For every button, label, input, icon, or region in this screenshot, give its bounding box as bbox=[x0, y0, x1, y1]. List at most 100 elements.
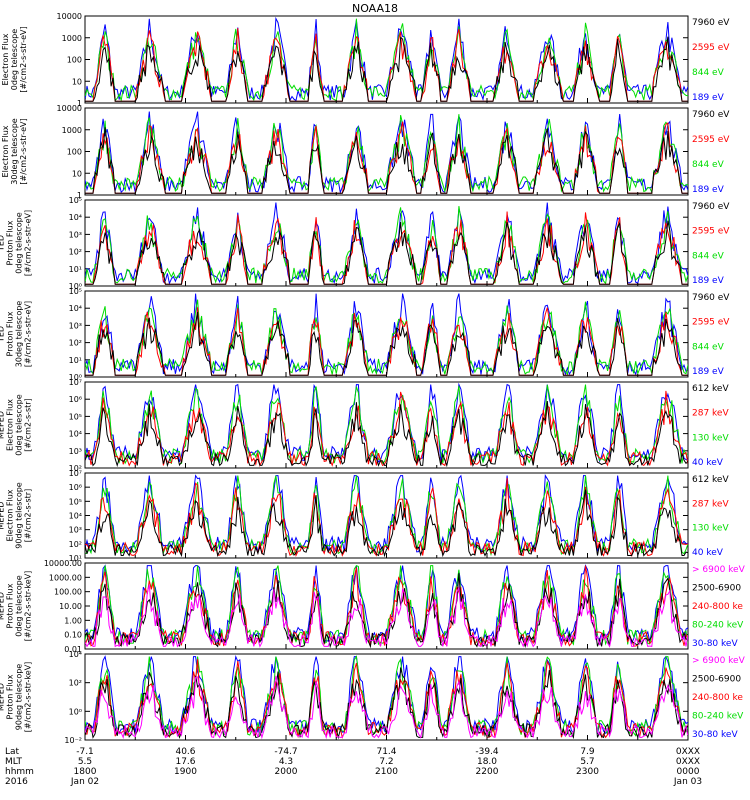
legend-entry: 189 eV bbox=[692, 367, 725, 377]
y-tick-label: 10⁷ bbox=[69, 378, 82, 387]
y-tick-label: 10⁰ bbox=[69, 282, 82, 291]
y-tick-label: 0.10 bbox=[64, 631, 82, 640]
traces bbox=[85, 654, 688, 740]
legend-entry: 844 eV bbox=[692, 160, 725, 170]
legend-entry: 130 keV bbox=[692, 433, 729, 443]
y-axis-label: Electron Flux30deg telescope[#/cm2-s-str… bbox=[1, 118, 28, 185]
footer-value: 2300 bbox=[576, 767, 599, 777]
legend-entry: 40 keV bbox=[692, 548, 724, 558]
y-axis-label: MEPEDProton Flux90deg telescope[#/cm2-s-… bbox=[0, 662, 33, 733]
footer-value: 18.0 bbox=[477, 757, 497, 767]
footer-value: Jan 02 bbox=[70, 777, 99, 787]
y-tick-label: 10⁵ bbox=[69, 412, 82, 421]
legend-entry: 2595 eV bbox=[692, 43, 730, 53]
y-tick-label: 10¹ bbox=[69, 554, 82, 563]
legend-entry: 7960 eV bbox=[692, 293, 730, 303]
y-tick-label: 10⁴ bbox=[69, 304, 82, 313]
y-tick-label: 10⁴ bbox=[69, 213, 82, 222]
y-axis-label: MEPEDProton Flux0deg telescope[#/cm2-s-s… bbox=[0, 571, 33, 642]
y-tick-label: 10² bbox=[69, 339, 82, 348]
footer-value: 40.6 bbox=[175, 747, 195, 757]
legend-entry: 2500-6900 bbox=[692, 675, 741, 685]
series-trace bbox=[85, 111, 688, 195]
y-tick-label: 10⁴ bbox=[69, 512, 82, 521]
y-tick-label: 10⁶ bbox=[69, 395, 82, 404]
y-tick-label: 10² bbox=[69, 540, 82, 549]
y-tick-label: 10³ bbox=[69, 230, 82, 239]
footer-value: 17.6 bbox=[175, 757, 195, 767]
footer-value: 5.7 bbox=[580, 757, 594, 767]
panel-5: 10² 10³ 10⁴ 10⁵ 10⁶ 10⁷ MEPEDElectron Flux0deg… bbox=[0, 378, 729, 473]
footer-value: 2000 bbox=[275, 767, 298, 777]
legend-entry: 189 eV bbox=[692, 276, 725, 286]
legend-entry: 2595 eV bbox=[692, 318, 730, 328]
series-trace bbox=[85, 489, 688, 558]
footer-value: 1900 bbox=[174, 767, 197, 777]
legend-entry: 80-240 keV bbox=[692, 621, 744, 631]
y-tick-label: 10² bbox=[69, 464, 82, 473]
legend-entry: > 6900 keV bbox=[692, 565, 746, 575]
traces bbox=[85, 564, 688, 649]
footer-value: 2200 bbox=[476, 767, 499, 777]
y-tick-label: 10 bbox=[72, 169, 82, 178]
y-axis-label: TEDProton Flux30deg telescope[#/cm2-s-st… bbox=[0, 301, 33, 368]
y-tick-label: 1 bbox=[77, 191, 82, 200]
legend-entry: 2500-6900 bbox=[692, 584, 741, 594]
legend-entry: 30-80 keV bbox=[692, 730, 738, 740]
y-tick-label: 10⁰ bbox=[69, 373, 82, 382]
y-axis-label: MEPEDElectron Flux0deg telescope[#/cm2-s… bbox=[0, 394, 33, 455]
y-tick-label: 10.00 bbox=[59, 602, 82, 611]
traces bbox=[85, 474, 688, 558]
y-tick-label: 10000 bbox=[57, 104, 82, 113]
panel-4: 10⁰ 10¹ 10² 10³ 10⁴ 10⁵ TEDProton Flux30deg te… bbox=[0, 287, 730, 382]
y-tick-label: 10 bbox=[72, 77, 82, 86]
series-trace bbox=[85, 654, 688, 735]
y-axis-label: TEDProton Flux0deg telescope[#/cm2-s-str… bbox=[0, 210, 33, 276]
series-trace bbox=[85, 477, 688, 558]
footer-value: 4.3 bbox=[279, 757, 293, 767]
legend-entry: 287 keV bbox=[692, 499, 729, 509]
footer-value: 5.5 bbox=[78, 757, 92, 767]
series-trace bbox=[85, 206, 688, 285]
y-tick-label: 100 bbox=[67, 56, 82, 65]
panels: 1 10 100 1000 10000 Electron Flux0deg telesco… bbox=[0, 12, 746, 745]
series-trace bbox=[85, 220, 688, 285]
legend-entry: 844 eV bbox=[692, 251, 725, 261]
legend-entry: 2595 eV bbox=[692, 135, 730, 145]
series-trace bbox=[85, 390, 688, 467]
legend-entry: 612 keV bbox=[692, 384, 729, 394]
series-trace bbox=[85, 36, 688, 102]
series-trace bbox=[85, 18, 688, 103]
footer-row-label: MLT bbox=[5, 757, 23, 767]
footer-value: 71.4 bbox=[376, 747, 396, 757]
panel-6: 10¹ 10² 10³ 10⁴ 10⁵ 10⁶ 10⁷ MEPEDElectron Flux9… bbox=[0, 469, 729, 563]
footer-value: 1800 bbox=[74, 767, 97, 777]
footer-row-label: Lat bbox=[5, 747, 20, 757]
legend-entry: 189 eV bbox=[692, 185, 725, 195]
traces bbox=[85, 111, 688, 195]
y-tick-label: 10² bbox=[69, 248, 82, 257]
panel-8: 10⁻² 10⁰ 10² 10⁴ MEPEDProton Flux90deg teles… bbox=[0, 650, 746, 745]
footer-value: -7.1 bbox=[76, 747, 94, 757]
y-tick-label: 10⁵ bbox=[69, 196, 82, 205]
series-trace bbox=[85, 384, 688, 466]
y-tick-label: 10³ bbox=[69, 526, 82, 535]
legend-entry: 130 keV bbox=[692, 524, 729, 534]
traces bbox=[85, 293, 688, 376]
footer-value: 7.2 bbox=[379, 757, 393, 767]
legend-entry: 7960 eV bbox=[692, 202, 730, 212]
y-tick-label: 10⁷ bbox=[69, 469, 82, 478]
legend-entry: 40 keV bbox=[692, 458, 724, 468]
traces bbox=[85, 382, 688, 468]
series-trace bbox=[85, 475, 688, 557]
legend-entry: 612 keV bbox=[692, 475, 729, 485]
footer-row-label: 2016 bbox=[5, 777, 28, 787]
series-trace bbox=[85, 121, 688, 194]
footer-row-label: hhmm bbox=[5, 767, 34, 777]
footer-value: Jan 03 bbox=[673, 777, 702, 787]
y-tick-label: 10³ bbox=[69, 321, 82, 330]
footer-value: 2100 bbox=[375, 767, 398, 777]
series-trace bbox=[85, 114, 688, 195]
